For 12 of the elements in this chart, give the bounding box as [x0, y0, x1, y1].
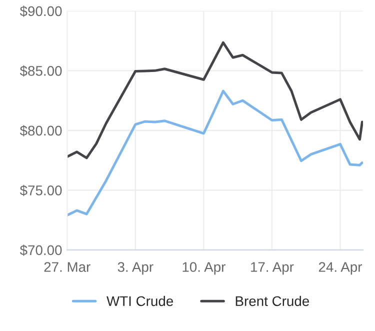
x-tick-label: 10. Apr	[182, 262, 226, 275]
y-tick-label: $80.00	[20, 125, 62, 136]
x-tick-label: 3. Apr	[118, 262, 154, 275]
legend-label: WTI Crude	[106, 296, 174, 306]
y-tick-label: $75.00	[20, 184, 62, 196]
x-tick-label: 24. Apr	[318, 262, 362, 275]
y-tick-label: $70.00	[20, 244, 62, 256]
legend-label: Brent Crude	[236, 296, 310, 306]
y-tick-label: $85.00	[20, 65, 62, 77]
x-tick-label: 17. Apr	[251, 262, 294, 275]
x-tick-label: 27. Mar	[44, 262, 90, 272]
y-tick-label: $90.00	[20, 6, 62, 17]
